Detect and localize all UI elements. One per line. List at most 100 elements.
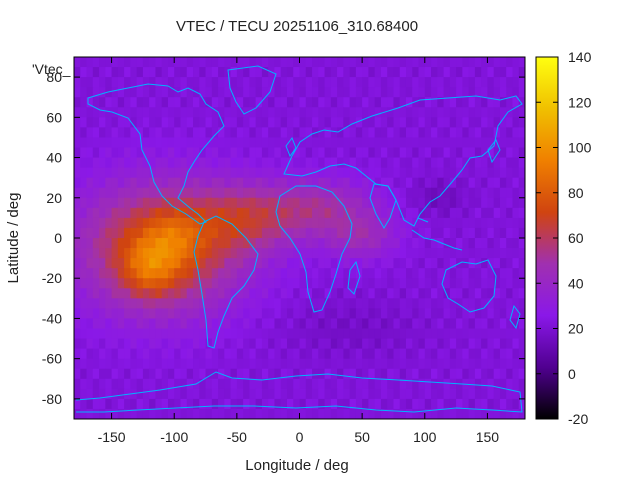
heatmap-cell <box>293 328 301 340</box>
heatmap-cell <box>167 117 175 128</box>
heatmap-cell <box>142 107 150 118</box>
heatmap-cell <box>124 107 131 118</box>
heatmap-cell <box>337 207 344 219</box>
heatmap-cell <box>236 308 244 320</box>
heatmap-cell <box>443 258 451 269</box>
heatmap-cell <box>117 57 125 68</box>
heatmap-cell <box>293 248 301 259</box>
heatmap-cell <box>330 318 338 330</box>
heatmap-cell <box>499 217 507 229</box>
heatmap-cell <box>218 177 225 189</box>
heatmap-cell <box>180 308 188 320</box>
heatmap-cell <box>380 258 388 269</box>
heatmap-cell <box>155 57 163 68</box>
heatmap-cell <box>362 258 369 269</box>
heatmap-cell <box>399 278 407 289</box>
heatmap-cell <box>343 288 351 299</box>
heatmap-cell <box>92 318 100 330</box>
heatmap-cell <box>236 388 244 400</box>
heatmap-cell <box>117 268 125 279</box>
heatmap-cell <box>412 197 420 209</box>
heatmap-cell <box>261 378 269 390</box>
heatmap-cell <box>167 217 175 229</box>
heatmap-cell <box>418 197 426 209</box>
heatmap-cell <box>481 268 489 279</box>
heatmap-cell <box>261 258 269 269</box>
heatmap-cell <box>368 318 376 330</box>
heatmap-cell <box>261 288 269 299</box>
heatmap-cell <box>399 107 407 118</box>
heatmap-cell <box>199 318 207 330</box>
heatmap-cell <box>518 57 525 68</box>
heatmap-cell <box>286 268 294 279</box>
heatmap-cell <box>86 238 94 249</box>
heatmap-cell <box>230 217 238 229</box>
heatmap-cell <box>518 238 525 249</box>
heatmap-cell <box>224 348 232 360</box>
heatmap-cell <box>117 227 125 239</box>
heatmap-cell <box>499 67 507 78</box>
heatmap-cell <box>249 328 257 340</box>
heatmap-cell <box>506 358 514 370</box>
heatmap-cell <box>280 57 288 68</box>
heatmap-cell <box>274 87 282 98</box>
heatmap-cell <box>312 217 319 229</box>
heatmap-cell <box>224 207 232 219</box>
heatmap-cell <box>424 358 432 370</box>
heatmap-cell <box>330 258 338 269</box>
heatmap-cell <box>211 318 219 330</box>
heatmap-cell <box>355 258 363 269</box>
heatmap-cell <box>230 318 238 330</box>
heatmap-cell <box>380 127 388 139</box>
heatmap-cell <box>362 268 369 279</box>
heatmap-cell <box>393 137 401 149</box>
heatmap-cell <box>274 117 282 128</box>
heatmap-cell <box>487 298 495 309</box>
heatmap-cell <box>268 167 276 179</box>
heatmap-cell <box>499 238 507 249</box>
heatmap-cell <box>405 258 413 269</box>
heatmap-cell <box>405 408 413 419</box>
heatmap-cell <box>512 238 520 249</box>
heatmap-cell <box>293 67 301 78</box>
heatmap-cell <box>449 398 457 410</box>
heatmap-cell <box>161 258 169 269</box>
heatmap-cell <box>318 147 326 159</box>
heatmap-cell <box>437 318 445 330</box>
heatmap-cell <box>86 67 94 78</box>
heatmap-cell <box>236 77 244 88</box>
heatmap-cell <box>506 87 514 98</box>
heatmap-cell <box>487 57 495 68</box>
heatmap-cell <box>130 368 138 380</box>
heatmap-cell <box>124 378 131 390</box>
heatmap-cell <box>92 227 100 239</box>
heatmap-cell <box>174 338 182 350</box>
heatmap-cell <box>468 57 476 68</box>
heatmap-cell <box>99 127 106 139</box>
heatmap-cell <box>399 408 407 419</box>
heatmap-cell <box>418 147 426 159</box>
heatmap-cell <box>337 87 344 98</box>
heatmap-cell <box>405 378 413 390</box>
heatmap-cell <box>506 117 514 128</box>
heatmap-cell <box>405 117 413 128</box>
heatmap-cell <box>174 147 182 159</box>
heatmap-cell <box>105 288 113 299</box>
heatmap-cell <box>449 248 457 259</box>
heatmap-cell <box>86 368 94 380</box>
heatmap-cell <box>487 258 495 269</box>
heatmap-cell <box>249 127 257 139</box>
heatmap-cell <box>218 127 225 139</box>
heatmap-cell <box>518 298 525 309</box>
heatmap-cell <box>493 248 501 259</box>
heatmap-cell <box>205 338 213 350</box>
heatmap-cell <box>161 127 169 139</box>
heatmap-cell <box>362 157 369 169</box>
heatmap-cell <box>449 318 457 330</box>
heatmap-cell <box>305 258 313 269</box>
heatmap-cell <box>405 238 413 249</box>
heatmap-cell <box>243 368 250 380</box>
heatmap-cell <box>318 408 326 419</box>
heatmap-cell <box>117 217 125 229</box>
heatmap-cell <box>437 87 445 98</box>
